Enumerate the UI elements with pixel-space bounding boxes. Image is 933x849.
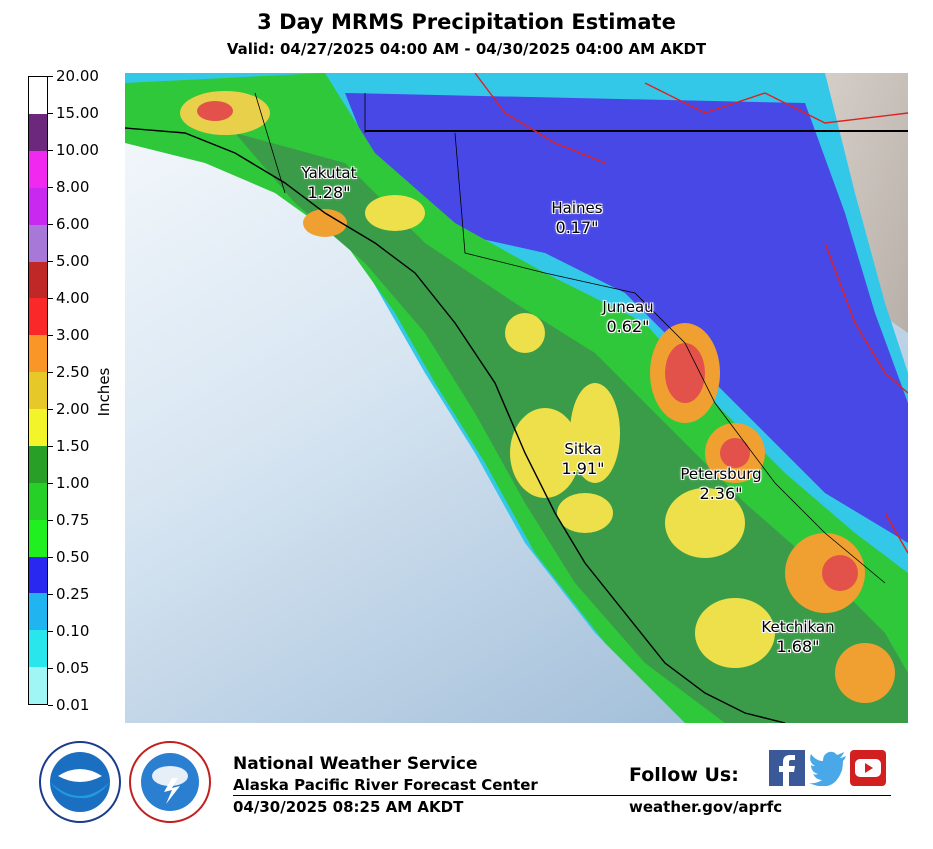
colorbar-ticks: 0.01 0.05 0.10 0.25 0.50 0.75 1.00 1.50 2.00 2.50… (48, 67, 108, 714)
city-label-ketchikan: Ketchikan 1.68" (761, 618, 834, 656)
city-name: Haines (551, 199, 603, 217)
issued-timestamp: 04/30/2025 08:25 AM AKDT (233, 798, 464, 816)
colorbar-segment (29, 335, 47, 373)
city-name: Sitka (564, 440, 602, 458)
colorbar-tick-label: 2.00 (56, 400, 90, 418)
colorbar-segment (29, 409, 47, 446)
follow-us-label: Follow Us: (629, 764, 739, 786)
colorbar-segment (29, 593, 47, 631)
colorbar-segment (29, 224, 47, 262)
map-title: 3 Day MRMS Precipitation Estimate (257, 10, 676, 34)
colorbar-tick-label: 15.00 (56, 104, 99, 122)
city-name: Petersburg (680, 465, 762, 483)
twitter-icon[interactable] (808, 750, 848, 786)
borough-lines (254, 92, 886, 584)
colorbar-tick-label: 20.00 (56, 67, 99, 85)
precip-blue (345, 93, 908, 543)
city-amount: 0.62" (606, 317, 650, 336)
colorbar-segment (29, 556, 47, 594)
colorbar-segment (29, 150, 47, 188)
colorbar-segment (29, 114, 47, 151)
colorbar-tick-label: 0.50 (56, 548, 90, 566)
colorbar-segment (29, 445, 47, 483)
colorbar-tick-label: 8.00 (56, 178, 90, 196)
city-amount: 1.68" (776, 637, 820, 656)
city-label-juneau: Juneau 0.62" (602, 298, 653, 336)
colorbar-tick-label: 3.00 (56, 326, 90, 344)
colorbar-segment (29, 261, 47, 299)
city-amount: 2.36" (699, 484, 743, 503)
youtube-icon[interactable] (850, 750, 886, 786)
city-label-yakutat: Yakutat 1.28" (302, 164, 357, 202)
colorbar-unit-label: Inches (95, 367, 113, 417)
colorbar-tick-label: 1.50 (56, 437, 90, 455)
colorbar-segment (29, 630, 47, 668)
colorbar-tick-label: 0.10 (56, 622, 90, 640)
website-link[interactable]: weather.gov/aprfc (629, 798, 783, 816)
facebook-icon[interactable] (769, 750, 805, 786)
roads (474, 73, 908, 554)
colorbar-tick-label: 0.75 (56, 511, 90, 529)
city-name: Juneau (602, 298, 654, 316)
office-name: Alaska Pacific River Forecast Center (233, 776, 538, 794)
colorbar-tick-label: 5.00 (56, 252, 90, 270)
colorbar-tick-label: 1.00 (56, 474, 90, 492)
city-label-haines: Haines 0.17" (551, 199, 602, 237)
colorbar-segment (29, 77, 47, 114)
valid-period: Valid: 04/27/2025 04:00 AM - 04/30/2025 … (226, 40, 707, 58)
city-name: Yakutat (301, 164, 357, 182)
city-amount: 0.17" (555, 218, 599, 237)
colorbar-segment (29, 372, 47, 409)
city-amount: 1.91" (561, 459, 605, 478)
noaa-logo (39, 741, 121, 823)
colorbar-segment (29, 482, 47, 520)
colorbar-tick-label: 10.00 (56, 141, 99, 159)
colorbar-segment (29, 519, 47, 557)
colorbar-tick-label: 0.01 (56, 696, 90, 714)
colorbar-segment (29, 187, 47, 225)
agency-name: National Weather Service (233, 754, 478, 774)
city-name: Ketchikan (761, 618, 835, 636)
colorbar-tick-label: 0.25 (56, 585, 90, 603)
precip-map[interactable] (125, 73, 908, 723)
coastline (125, 127, 786, 723)
colorbar-tick-label: 6.00 (56, 215, 90, 233)
colorbar-segment (29, 298, 47, 336)
colorbar-segment (29, 667, 47, 704)
precip-colorbar (28, 76, 48, 705)
colorbar-tick-label: 0.05 (56, 659, 90, 677)
colorbar-tick-label: 4.00 (56, 289, 90, 307)
footer-divider (233, 795, 891, 796)
city-amount: 1.28" (307, 183, 351, 202)
nws-logo (129, 741, 211, 823)
city-label-sitka: Sitka 1.91" (562, 440, 605, 478)
colorbar-tick-label: 2.50 (56, 363, 90, 381)
city-label-petersburg: Petersburg 2.36" (680, 465, 761, 503)
